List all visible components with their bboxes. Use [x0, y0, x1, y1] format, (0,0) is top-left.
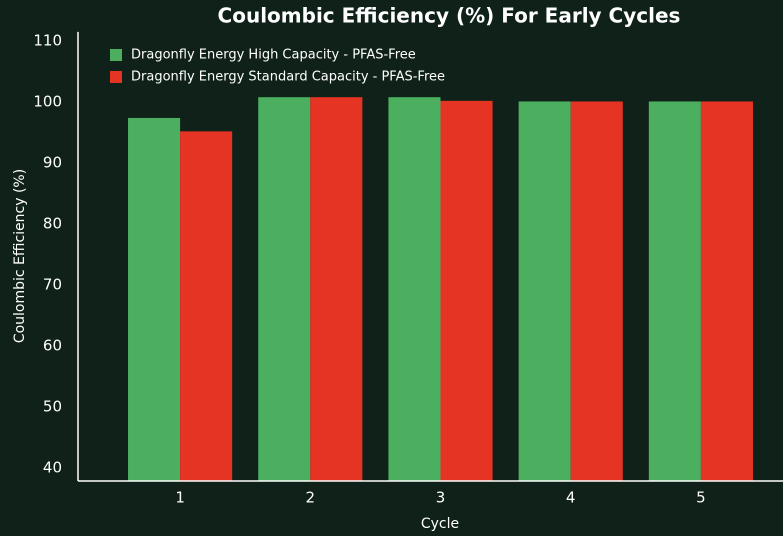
x-axis-label: Cycle	[421, 516, 459, 532]
bar	[700, 101, 753, 482]
y-tick-label: 70	[43, 276, 62, 294]
bar	[648, 101, 701, 482]
y-axis-label: Coulombic Efficiency (%)	[12, 169, 28, 343]
bar	[518, 101, 571, 482]
y-tick-label: 110	[33, 32, 62, 50]
bar	[258, 97, 311, 481]
legend-swatch	[110, 49, 122, 61]
legend-label: Dragonfly Energy Standard Capacity - PFA…	[131, 70, 445, 85]
bar	[310, 97, 363, 481]
x-tick-label: 1	[175, 489, 185, 507]
y-tick-label: 100	[33, 93, 62, 111]
y-tick-label: 60	[43, 337, 62, 355]
legend-label: Dragonfly Energy High Capacity - PFAS-Fr…	[131, 48, 416, 63]
x-tick-label: 4	[566, 489, 576, 507]
x-tick-label: 2	[306, 489, 316, 507]
y-tick-label: 40	[43, 459, 62, 477]
bar	[570, 101, 623, 482]
bar	[180, 131, 233, 481]
y-tick-label: 80	[43, 215, 62, 233]
y-tick-label: 90	[43, 154, 62, 172]
legend-swatch	[110, 71, 122, 83]
y-tick-label: 50	[43, 398, 62, 416]
x-tick-label: 3	[436, 489, 446, 507]
chart-title: Coulombic Efficiency (%) For Early Cycle…	[218, 4, 681, 28]
bar	[440, 100, 493, 481]
bar	[128, 117, 181, 481]
x-tick-label: 5	[696, 489, 706, 507]
bar	[388, 97, 441, 481]
